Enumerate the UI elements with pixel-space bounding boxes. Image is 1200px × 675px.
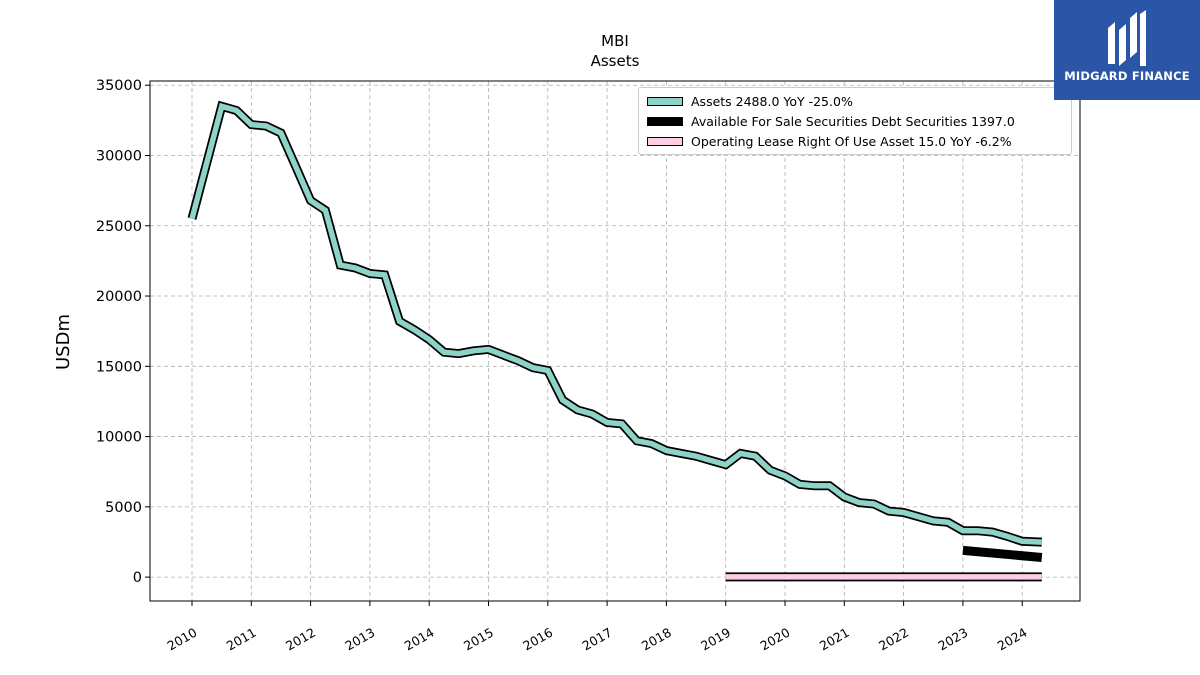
plot-frame — [149, 80, 1081, 602]
x-tick-label: 2012 — [283, 625, 318, 654]
y-tick-label: 35000 — [96, 78, 142, 94]
y-tick-label: 5000 — [105, 500, 142, 516]
midgard-finance-logo: MIDGARD FINANCE — [1054, 0, 1200, 100]
x-tick-label: 2019 — [698, 625, 733, 654]
legend-item-operating-lease: Operating Lease Right Of Use Asset 15.0 … — [647, 132, 1012, 150]
y-tick-label: 15000 — [96, 359, 142, 375]
legend-item-assets: Assets 2488.0 YoY -25.0% — [647, 92, 853, 110]
x-tick-label: 2024 — [995, 625, 1030, 654]
legend-swatch-assets — [647, 96, 683, 106]
x-tick-label: 2011 — [224, 625, 259, 654]
x-tick-label: 2020 — [757, 625, 792, 654]
y-tick-label: 30000 — [96, 148, 142, 164]
legend-swatch-afs-securities — [647, 116, 683, 126]
x-axis: 2010 2011 2012 2013 2014 2015 2016 2017 2018 2019… — [164, 601, 1030, 654]
logo-text: MIDGARD FINANCE — [1064, 69, 1190, 83]
legend-label-operating-lease: Operating Lease Right Of Use Asset 15.0 … — [691, 133, 1012, 149]
x-tick-label: 2021 — [817, 625, 852, 654]
page-title: MBI — [601, 32, 629, 50]
page-subtitle: Assets — [590, 52, 640, 70]
x-tick-label: 2022 — [876, 625, 911, 654]
grid-lines — [150, 81, 1080, 601]
x-tick-label: 2018 — [639, 625, 674, 654]
legend-swatch-operating-lease — [647, 136, 683, 146]
series-assets-line — [189, 102, 1042, 545]
y-axis-label: USDm — [53, 314, 74, 370]
x-tick-label: 2015 — [461, 625, 496, 654]
y-tick-label: 0 — [133, 570, 142, 586]
x-tick-label: 2010 — [164, 625, 199, 654]
y-axis: 0 5000 10000 15000 20000 25000 30000 35000 — [96, 78, 150, 586]
legend-label-assets: Assets 2488.0 YoY -25.0% — [691, 93, 853, 109]
x-tick-label: 2023 — [935, 625, 970, 654]
legend-item-afs-securities: Available For Sale Securities Debt Secur… — [647, 112, 1015, 130]
x-tick-label: 2017 — [580, 625, 615, 654]
series-afs-securities-line — [962, 545, 1043, 562]
series-layer — [187, 100, 1043, 582]
y-tick-label: 20000 — [96, 289, 142, 305]
series-assets-outline — [187, 100, 1042, 547]
x-tick-label: 2016 — [520, 625, 555, 654]
midgard-logo-icon — [1108, 10, 1146, 66]
y-tick-label: 25000 — [96, 219, 142, 235]
legend-label-afs-securities: Available For Sale Securities Debt Secur… — [691, 113, 1015, 129]
x-tick-label: 2014 — [402, 625, 437, 654]
y-tick-label: 10000 — [96, 430, 142, 446]
chart-legend: Assets 2488.0 YoY -25.0% Available For S… — [638, 87, 1072, 155]
x-tick-label: 2013 — [342, 625, 377, 654]
